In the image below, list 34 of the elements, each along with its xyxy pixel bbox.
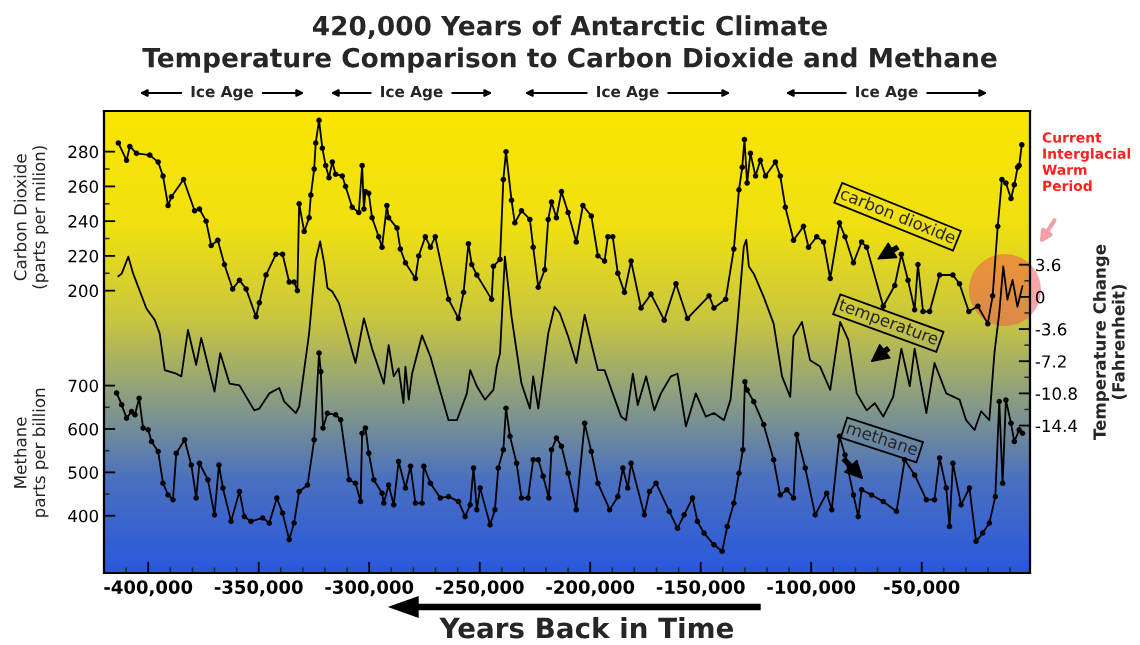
y-tick-label: 240	[68, 215, 99, 228]
chart-subtitle: Temperature Comparison to Carbon Dioxide and Methane	[142, 47, 997, 73]
x-tick-label: -400,000	[104, 580, 193, 597]
x-tick-label: -250,000	[435, 580, 524, 597]
y-tick-label: 200	[68, 284, 99, 298]
y2-tick-label: -14.4	[1035, 419, 1078, 432]
y3-tick-label: 700	[68, 379, 99, 393]
y3-tick-label: 500	[68, 466, 99, 479]
x-tick-label: -350,000	[214, 580, 303, 597]
y2-tick-label: 0	[1035, 290, 1045, 304]
y2-axis-title: Temperature Change (Fahrenheit)	[1092, 244, 1127, 440]
y2-tick-label: -10.8	[1035, 387, 1077, 400]
y-axis-title: Carbon Dioxide (parts per milion)	[13, 146, 49, 289]
y2-tick-label: -7.2	[1035, 355, 1066, 368]
x-axis-title: Years Back in Time	[439, 617, 734, 639]
x-tick-label: -100,000	[767, 580, 856, 597]
y2-tick-label: 3.6	[1036, 258, 1061, 272]
text: Ice Age	[381, 85, 443, 101]
x-tick-label: -150,000	[656, 580, 745, 597]
y2-tick-label: -3.6	[1035, 323, 1067, 336]
y3-axis-title: Methane parts per billion	[13, 388, 49, 517]
x-tick-label: -300,000	[325, 580, 414, 597]
text: Ice Age	[191, 85, 254, 101]
y-tick-label: 220	[68, 249, 99, 263]
text: Current Interglacial Warm Period	[1042, 132, 1130, 192]
text: Ice Age	[597, 85, 659, 101]
y-tick-label: 280	[68, 145, 99, 159]
x-tick-label: -50,000	[884, 580, 960, 597]
text: Ice Age	[856, 85, 918, 101]
chart-title: 420,000 Years of Antarctic Climate	[312, 15, 827, 40]
y3-tick-label: 600	[68, 422, 99, 436]
x-tick-label: -200,000	[546, 580, 635, 597]
y-tick-label: 260	[68, 180, 99, 193]
y3-tick-label: 400	[68, 509, 99, 523]
